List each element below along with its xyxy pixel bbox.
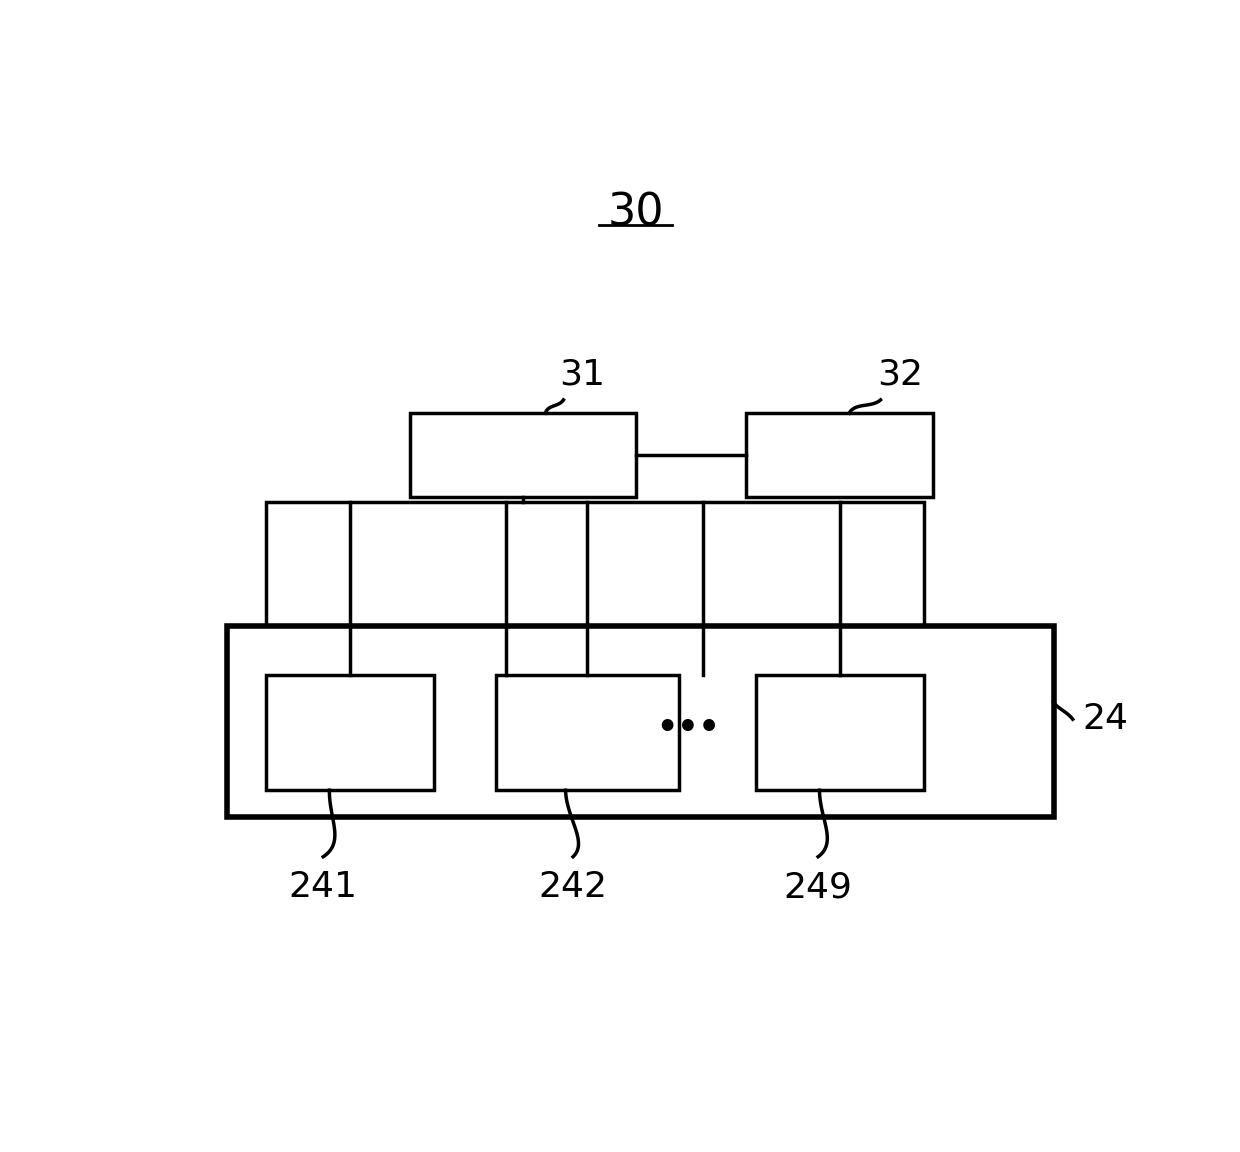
Text: 31: 31 bbox=[559, 357, 605, 391]
Bar bbox=[755, 675, 924, 790]
Bar bbox=[409, 414, 635, 498]
Bar bbox=[496, 675, 678, 790]
Text: 24: 24 bbox=[1083, 703, 1128, 736]
Bar bbox=[265, 675, 434, 790]
Text: 241: 241 bbox=[289, 870, 357, 904]
Bar bbox=[265, 502, 924, 675]
Text: 32: 32 bbox=[877, 357, 923, 391]
Text: 249: 249 bbox=[784, 870, 853, 904]
Bar bbox=[227, 627, 1054, 817]
Text: 30: 30 bbox=[608, 191, 663, 235]
Text: 242: 242 bbox=[538, 870, 608, 904]
Text: •••: ••• bbox=[656, 712, 720, 744]
Bar bbox=[746, 414, 934, 498]
